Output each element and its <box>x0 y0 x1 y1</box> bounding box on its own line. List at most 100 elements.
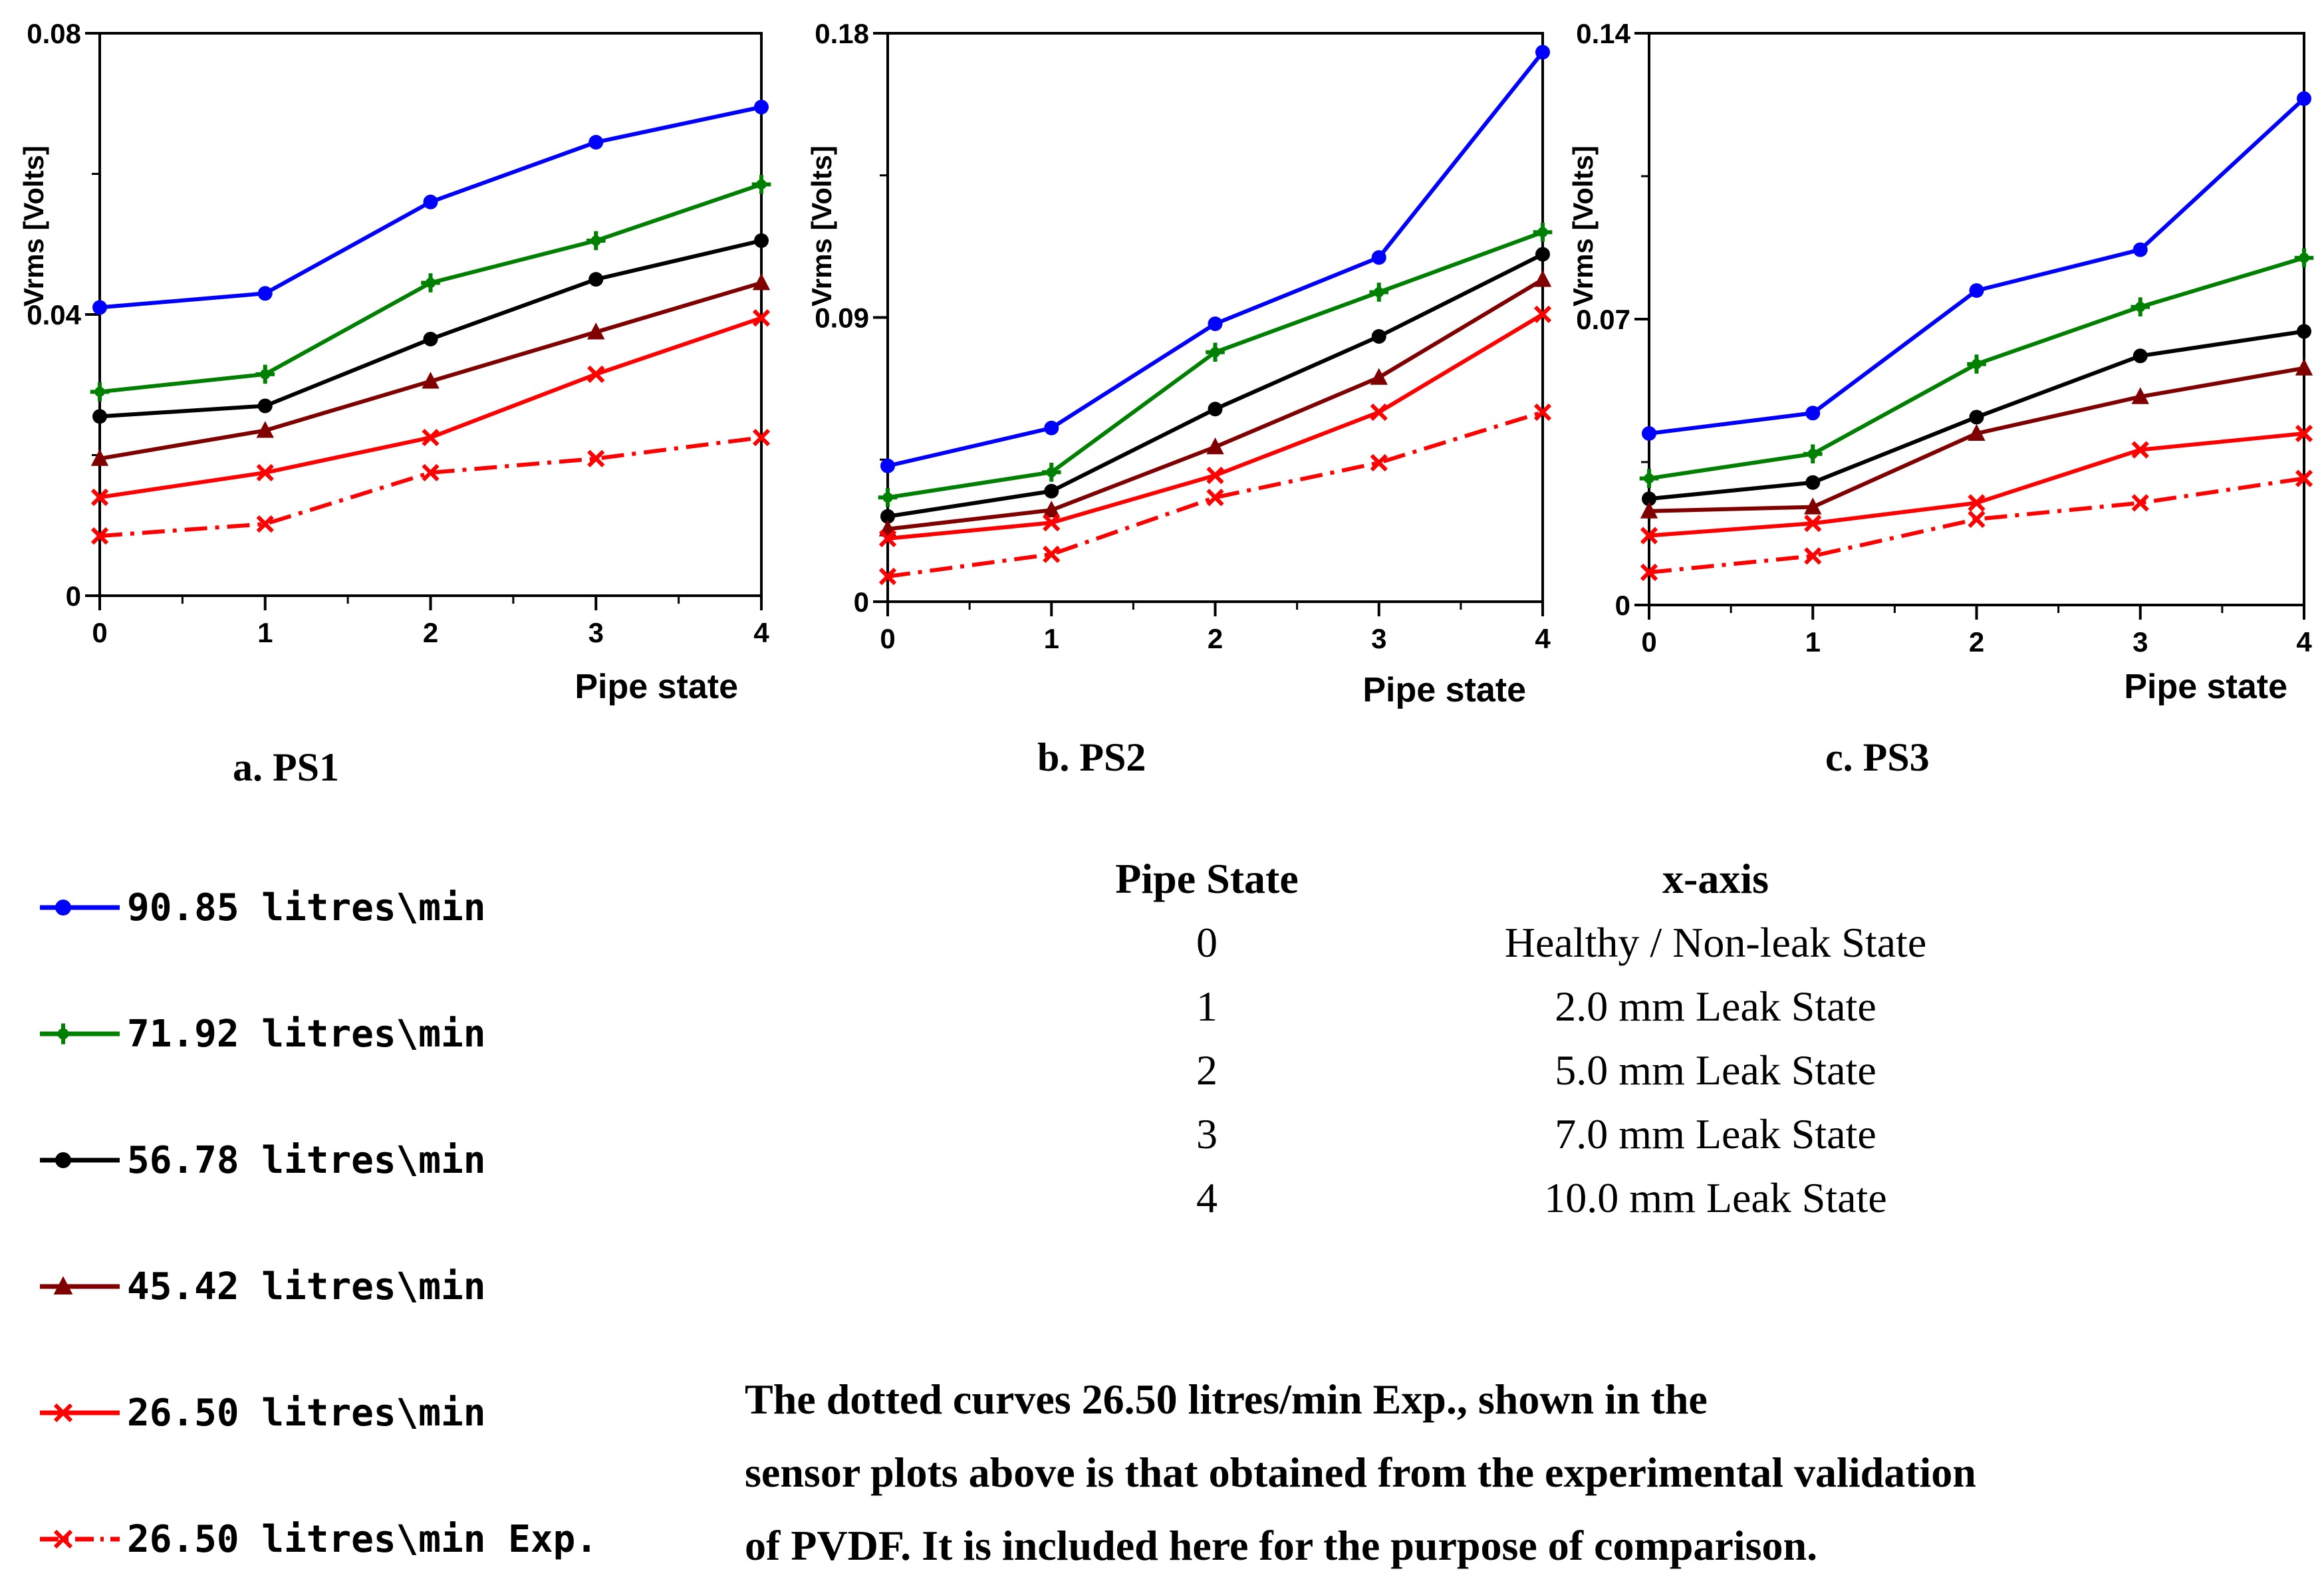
table-cell-state: 3 <box>1196 1110 1218 1158</box>
data-point <box>878 487 898 507</box>
data-point <box>1640 563 1658 581</box>
table-cell-desc: 10.0 mm Leak State <box>1544 1174 1887 1221</box>
legend-label: 71.92 litres\min <box>127 1012 486 1056</box>
series-2 <box>1639 248 2314 488</box>
x-tick-label: 3 <box>588 617 604 648</box>
x-axis-label: Pipe state <box>1362 671 1526 709</box>
data-point <box>92 409 107 424</box>
data-point <box>1804 515 1822 533</box>
data-point <box>2131 494 2149 512</box>
data-point <box>1206 466 1224 485</box>
data-point <box>1640 527 1658 545</box>
data-point <box>1043 514 1061 532</box>
legend-label: 56.78 litres\min <box>127 1138 486 1182</box>
data-point <box>256 515 274 533</box>
series-5 <box>90 309 771 507</box>
x-axis-label: Pipe state <box>2124 668 2287 706</box>
data-point <box>2297 91 2311 106</box>
legend-swatch <box>40 1152 120 1168</box>
data-point <box>53 1403 73 1423</box>
series-line <box>99 435 762 539</box>
x-tick-label: 3 <box>1371 623 1386 654</box>
x-tick-label: 1 <box>1044 623 1059 654</box>
data-point <box>752 428 771 447</box>
data-point <box>90 449 109 466</box>
data-point <box>1208 402 1223 417</box>
y-tick-label: 0.09 <box>815 303 869 334</box>
x-axis-label: Pipe state <box>575 668 738 706</box>
table-cell-desc: 2.0 mm Leak State <box>1555 983 1876 1030</box>
x-tick-label: 4 <box>1535 623 1551 654</box>
data-point <box>588 134 604 150</box>
data-point <box>751 175 771 194</box>
data-point <box>2132 348 2148 364</box>
data-point <box>1642 426 1656 441</box>
y-tick-label: 0.14 <box>1576 18 1630 49</box>
y-tick-label: 0.07 <box>1576 304 1630 335</box>
x-tick-label: 3 <box>2132 626 2148 658</box>
data-point <box>1968 494 1986 512</box>
chart-ps1: 0 1 2 3 4 0 0.04 0.08 Vrms [Volts] Pipe state <box>18 18 771 706</box>
table-cell-desc: 7.0 mm Leak State <box>1555 1110 1876 1158</box>
data-point <box>1533 305 1552 323</box>
y-axis-label: Vrms [Volts] <box>18 146 49 306</box>
data-point <box>1535 45 1550 60</box>
table-cell-state: 1 <box>1196 983 1218 1030</box>
data-point <box>1369 283 1389 302</box>
table-cell-desc: 5.0 mm Leak State <box>1555 1046 1876 1094</box>
data-point <box>92 300 107 315</box>
data-point <box>255 364 275 384</box>
legend-swatch <box>40 1403 120 1423</box>
legend-label: 26.50 litres\min Exp. <box>127 1517 598 1561</box>
data-point <box>2131 441 2149 459</box>
legend-item: 71.92 litres\min <box>37 1011 485 1057</box>
data-point <box>1044 420 1059 435</box>
series-1 <box>92 100 769 315</box>
data-point <box>587 365 605 384</box>
data-point <box>256 421 274 438</box>
data-point <box>1968 510 1986 529</box>
x-tick-label: 1 <box>257 617 273 648</box>
data-point <box>1805 406 1821 421</box>
data-point <box>1370 453 1388 472</box>
series-line <box>887 410 1543 578</box>
x-tick-label: 4 <box>2296 626 2312 658</box>
y-axis-label: Vrms [Volts] <box>806 146 837 306</box>
y-tick-label: 0.04 <box>27 299 81 330</box>
legend-label: 90.85 litres\min <box>127 886 486 929</box>
data-point <box>1370 368 1388 385</box>
series-3 <box>92 233 769 424</box>
series-line <box>99 239 762 419</box>
table-cell-state: 4 <box>1196 1174 1218 1221</box>
data-point <box>1533 270 1552 287</box>
data-point <box>1803 444 1823 464</box>
data-point <box>55 900 71 916</box>
data-point <box>878 529 897 548</box>
legend-item: 26.50 litres\min Exp. <box>37 1516 598 1562</box>
data-point <box>2132 242 2148 257</box>
data-point <box>422 372 440 389</box>
data-point <box>878 567 897 586</box>
data-point <box>1804 547 1822 565</box>
series-3 <box>880 247 1550 524</box>
y-axis-label: Vrms [Volts] <box>1567 146 1599 306</box>
y-tick-label: 0 <box>66 580 81 612</box>
table-header-pipe-state: Pipe State <box>1115 855 1299 902</box>
data-point <box>2130 297 2150 316</box>
table-row: 4 10.0 mm Leak State <box>1071 1173 2068 1237</box>
data-point <box>1043 500 1061 518</box>
x-tick-label: 0 <box>92 617 107 648</box>
data-point <box>2295 424 2313 443</box>
data-point <box>880 458 895 473</box>
note-line: The dotted curves 26.50 litres/min Exp.,… <box>745 1376 1708 1423</box>
note-line: of PVDF. It is included here for the pur… <box>745 1522 1818 1569</box>
series-1 <box>1642 91 2311 441</box>
table-header-x-axis: x-axis <box>1662 855 1769 902</box>
data-point <box>1967 354 1986 374</box>
table-cell-state: 2 <box>1196 1046 1218 1094</box>
data-point <box>1370 403 1388 422</box>
series-4 <box>1640 358 2313 519</box>
legend-swatch <box>40 900 120 916</box>
data-point <box>1804 497 1822 515</box>
data-point <box>257 398 273 414</box>
